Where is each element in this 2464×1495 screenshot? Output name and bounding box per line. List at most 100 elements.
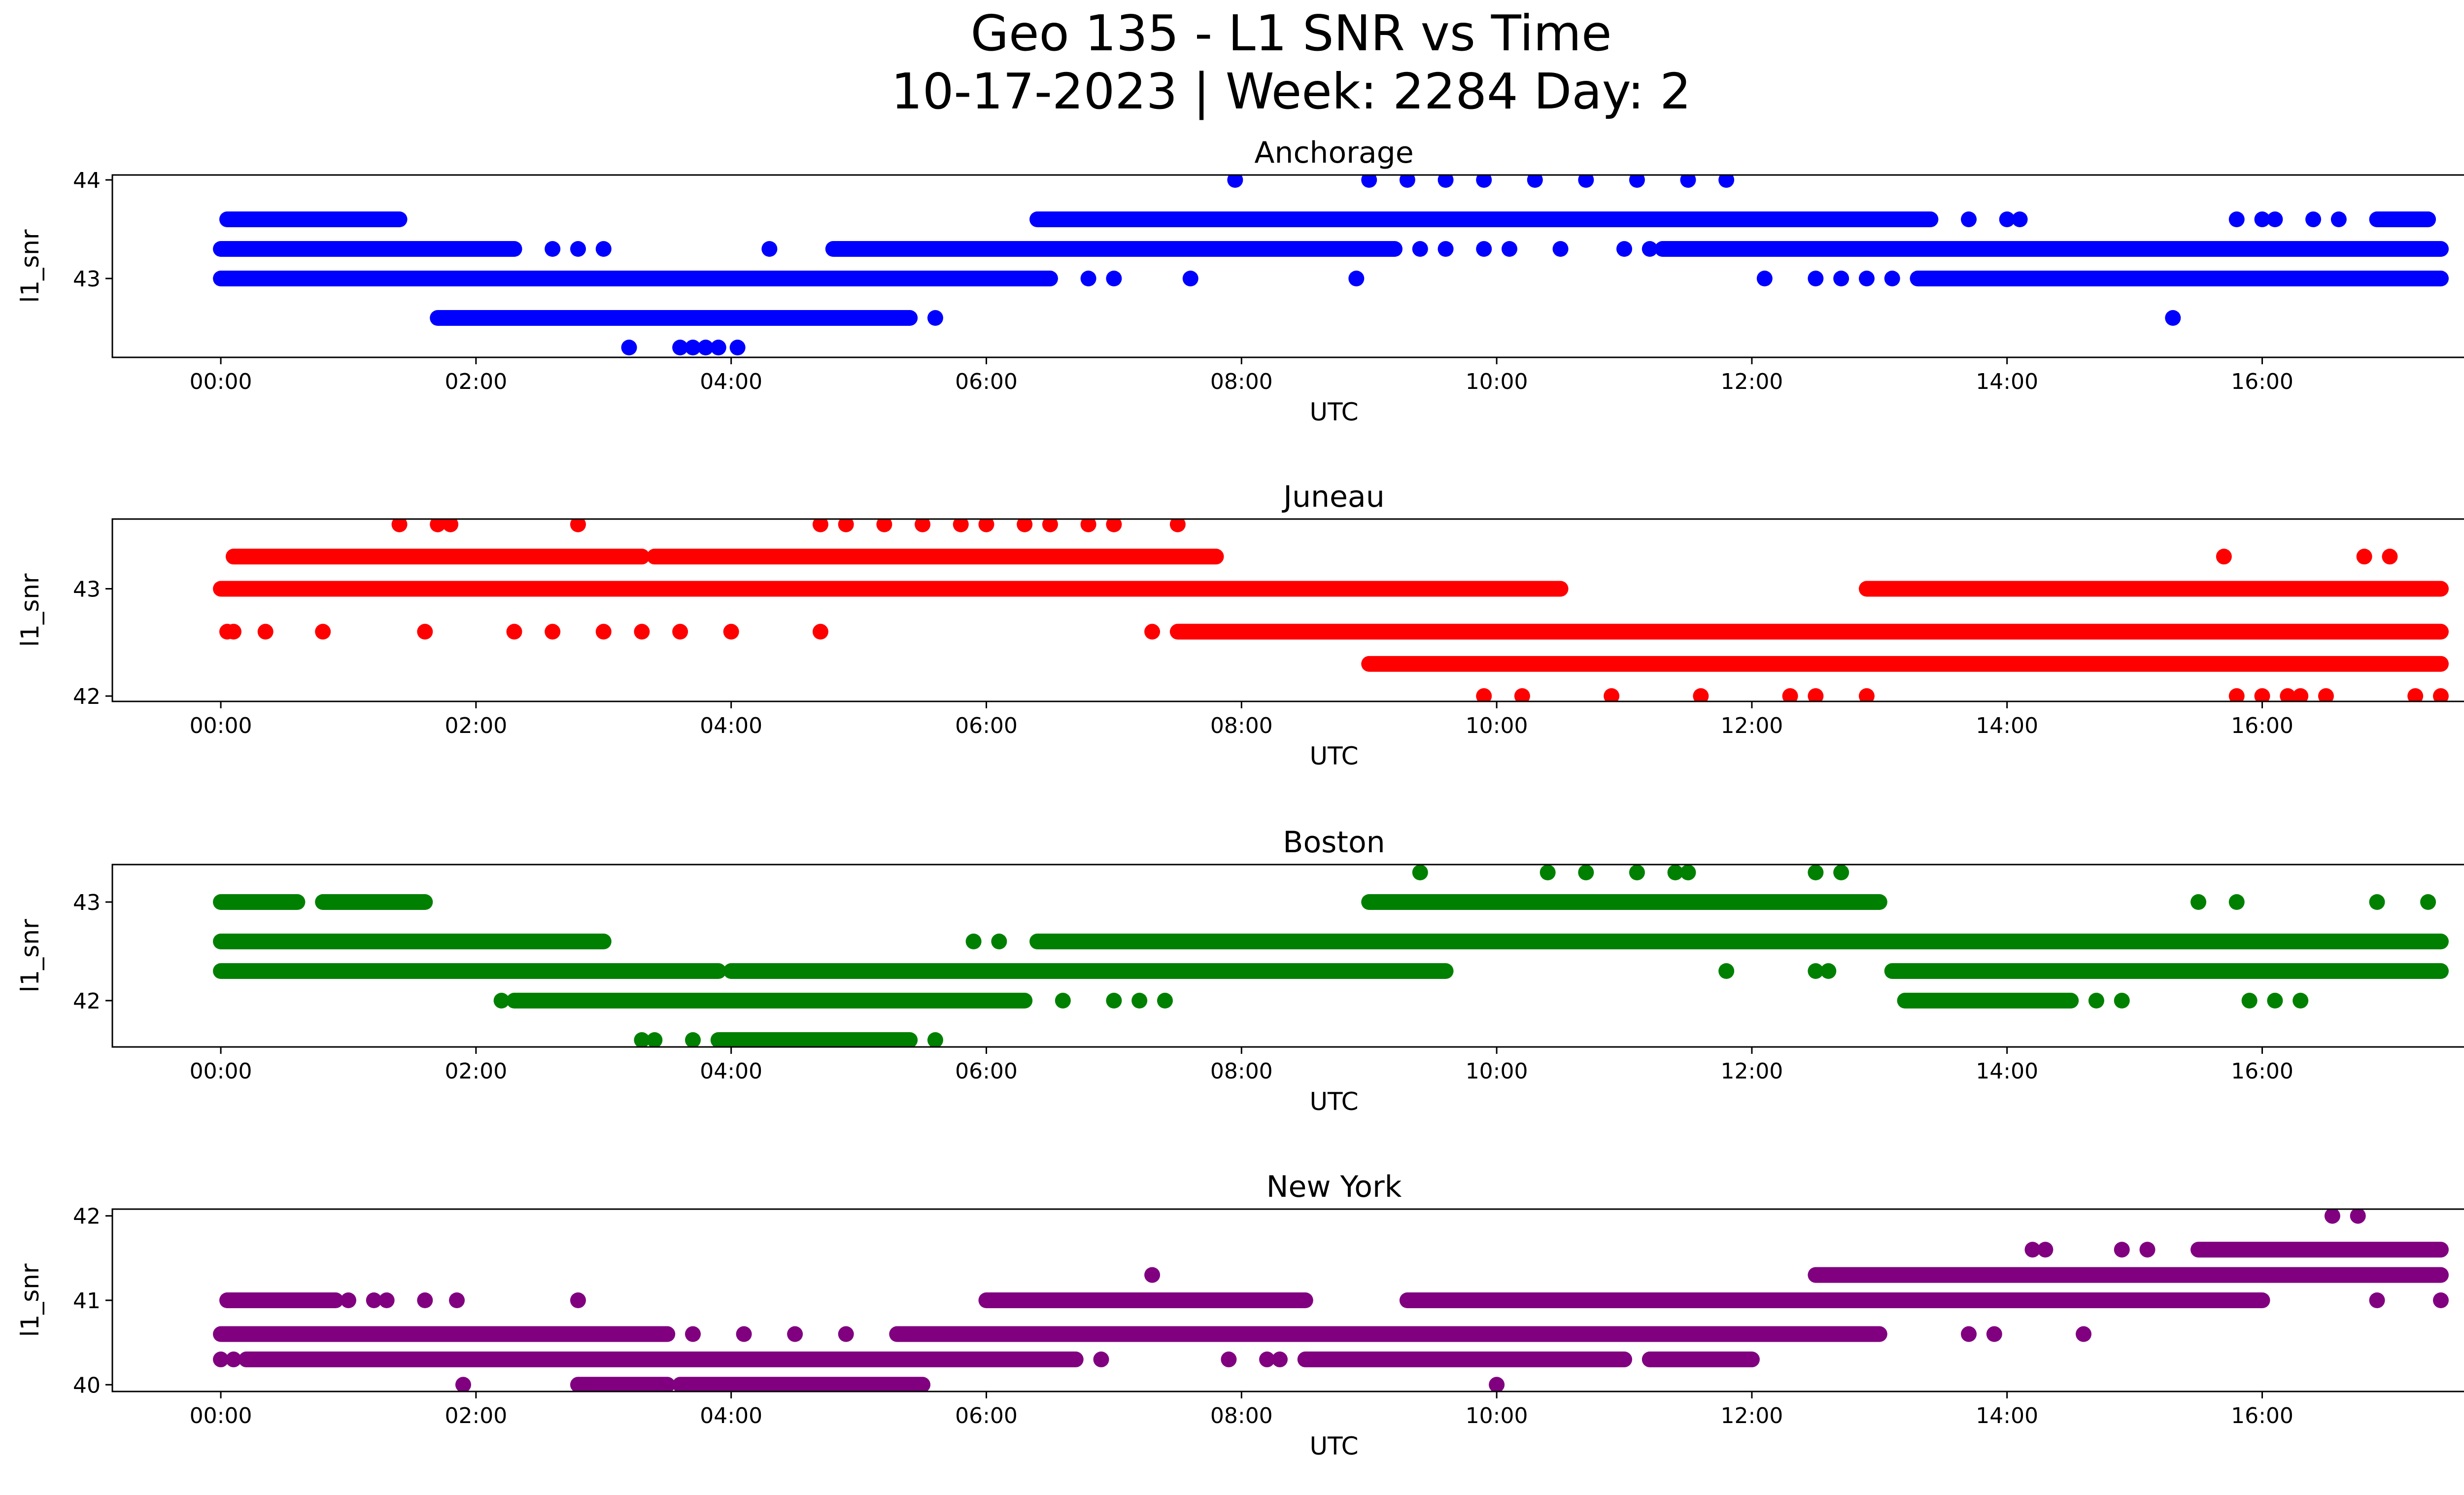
data-point [2228,688,2245,701]
data-point [2293,688,2309,701]
data-point [1093,1351,1109,1367]
data-point [595,241,612,257]
data-point [838,1326,854,1342]
data-point [1080,271,1096,286]
data-point [2012,211,2028,227]
x-tick-label: 14:00 [1976,713,2038,738]
x-tick-label: 00:00 [190,1059,252,1084]
data-point [685,340,701,355]
scatter-points [213,1209,2449,1391]
x-tick-label: 12:00 [1721,1403,1783,1428]
panel-juneau: Juneau 00:00 02:00 04:00 06:00 08:00 10:00 12:0… [16,480,2464,770]
x-axis-label: UTC [1309,1432,1358,1460]
data-point [545,624,561,640]
x-tick-label: 02:00 [445,1059,507,1084]
data-point [1833,271,1849,286]
data-point [1412,865,1428,880]
y-tick-label: 44 [73,168,101,193]
data-point [366,1292,382,1308]
y-tick-label: 43 [73,890,101,915]
data-point [1782,688,1798,701]
x-tick-label: 10:00 [1466,1403,1528,1428]
data-point [417,1292,433,1308]
data-point [1680,175,1696,188]
data-point [213,1351,229,1367]
data-point [697,340,714,355]
data-point [1131,993,1148,1008]
subplot-title: New York [1266,1170,1402,1204]
y-axis-label: l1_snr [16,573,44,647]
data-point [647,1032,663,1047]
data-point [876,519,892,532]
data-point [672,340,688,355]
subplot-title: Juneau [1281,480,1384,514]
x-tick-label: 02:00 [445,1403,507,1428]
x-tick-label: 10:00 [1466,369,1528,394]
y-tick-label: 43 [73,577,101,602]
data-point [1718,175,1735,188]
data-point [723,624,739,640]
data-point [2228,211,2245,227]
x-tick-label: 04:00 [700,1059,762,1084]
data-point [570,241,586,257]
y-tick-label: 42 [73,1204,101,1229]
data-point [493,993,510,1008]
data-point [1348,271,1365,286]
data-point [1961,211,1977,227]
data-point [2318,688,2334,701]
x-tick-label: 06:00 [955,713,1018,738]
data-point [1476,688,1492,701]
data-point [1227,175,1243,188]
data-point [2241,993,2258,1008]
data-point [378,1292,395,1308]
data-point [2432,1292,2449,1308]
data-point [1756,271,1773,286]
data-point [761,241,778,257]
data-point [965,934,982,949]
data-point [1017,519,1033,532]
axes-frame [111,174,2464,358]
y-tick-label: 42 [73,989,101,1014]
data-point [506,624,522,640]
data-point [812,519,828,532]
x-tick-label: 00:00 [190,713,252,738]
data-point [2139,1242,2156,1258]
data-point [2254,688,2270,701]
data-point [729,340,746,355]
x-tick-label: 06:00 [955,1403,1018,1428]
data-point [2382,549,2398,565]
scatter-points [213,175,2449,355]
data-point [1667,865,1683,880]
data-point [225,1351,241,1367]
data-point [1221,1351,1237,1367]
data-point [1437,175,1454,188]
data-point [2369,894,2385,910]
data-point [1144,624,1161,640]
x-tick-label: 12:00 [1721,1059,1783,1084]
data-point [2330,211,2347,227]
data-point [1489,1377,1505,1391]
x-tick-label: 02:00 [445,369,507,394]
data-point [2024,1242,2041,1258]
data-point [1578,175,1594,188]
data-point [2432,688,2449,701]
data-point [2407,688,2424,701]
x-tick-label: 04:00 [700,713,762,738]
data-point [710,340,726,355]
data-point [1629,865,1645,880]
data-point [1271,1351,1288,1367]
data-point [2267,211,2283,227]
data-point [2280,688,2296,701]
data-point [1999,211,2015,227]
data-point [225,624,241,640]
data-point [1169,519,1186,532]
x-tick-label: 08:00 [1210,713,1273,738]
data-point [449,1292,465,1308]
y-tick-label: 42 [73,684,101,709]
data-point [1858,271,1875,286]
data-point [1604,688,1620,701]
data-point [1399,175,1415,188]
y-tick-label: 40 [73,1373,101,1398]
data-point [2267,993,2283,1008]
figure-subtitle: 10-17-2023 | Week: 2284 Day: 2 [891,63,1691,120]
